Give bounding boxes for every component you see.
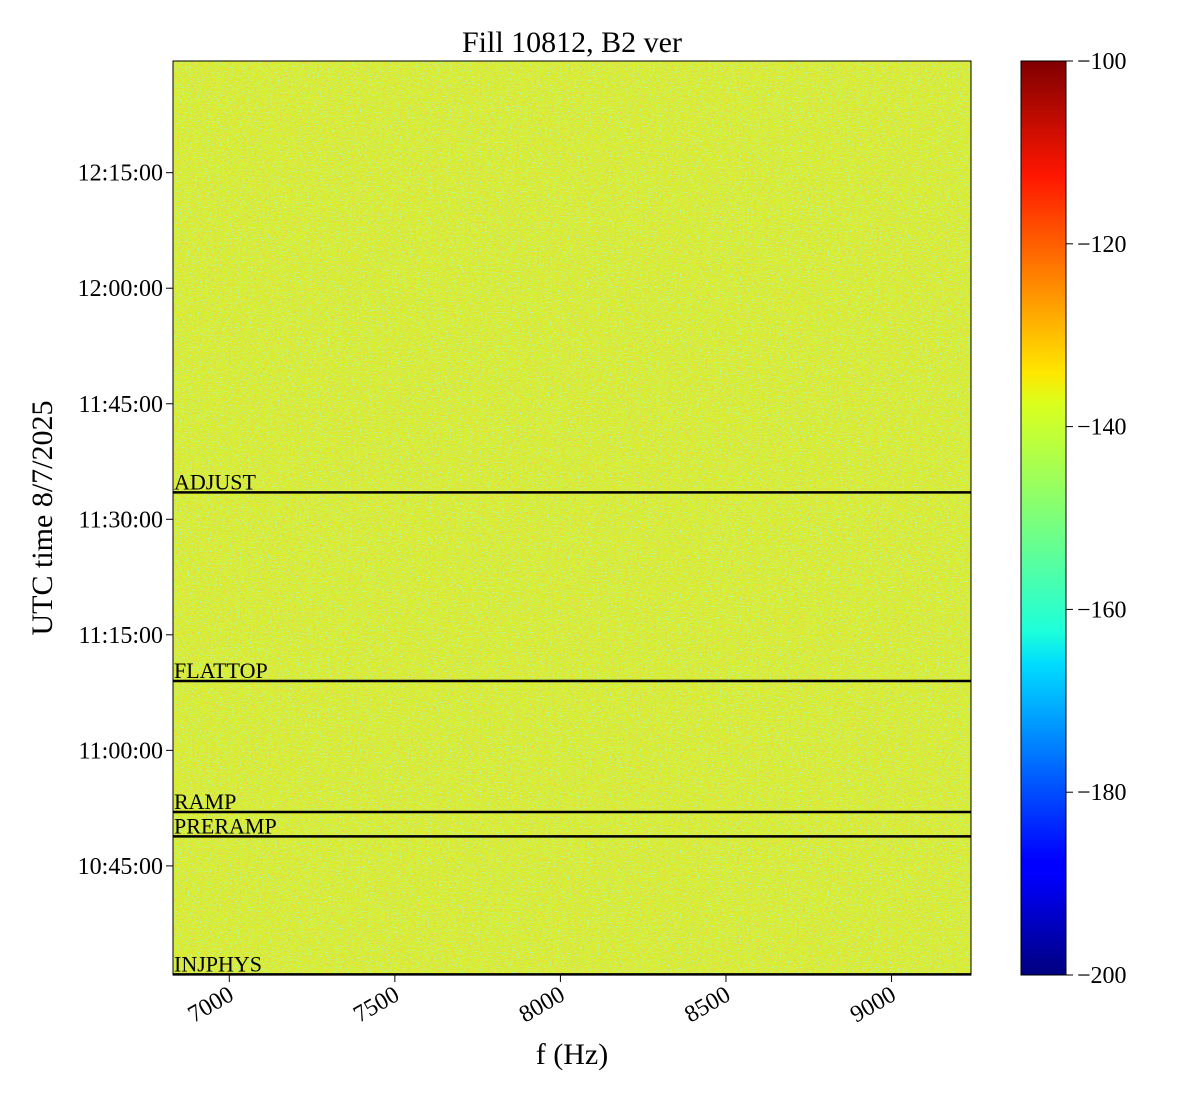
colorbar-tick-label: −120 (1077, 232, 1127, 258)
event-label: RAMP (174, 789, 236, 814)
spectrogram-texture (173, 61, 971, 975)
colorbar-tick-label: −160 (1077, 597, 1127, 623)
y-axis-label: UTC time 8/7/2025 (26, 401, 59, 636)
x-tick-label: 8000 (515, 982, 570, 1029)
x-tick-label: 9000 (846, 982, 901, 1029)
chart-title: Fill 10812, B2 ver (462, 26, 682, 59)
y-tick-label: 12:15:00 (78, 161, 163, 187)
colorbar (1020, 60, 1067, 976)
colorbar-tick-label: −180 (1077, 780, 1127, 806)
event-label: ADJUST (174, 469, 256, 494)
y-tick-label: 11:45:00 (79, 392, 163, 418)
y-tick-label: 11:15:00 (79, 623, 163, 649)
y-tick-label: 10:45:00 (78, 854, 163, 880)
y-tick-label: 12:00:00 (78, 276, 163, 302)
colorbar-tick-label: −200 (1077, 963, 1127, 989)
colorbar-tick-label: −100 (1077, 49, 1127, 75)
event-label: PRERAMP (174, 813, 277, 838)
colorbar-tick-label: −140 (1077, 415, 1127, 441)
x-tick-label: 7000 (184, 982, 239, 1029)
y-tick-label: 11:30:00 (79, 507, 163, 533)
y-tick-label: 11:00:00 (79, 738, 163, 764)
x-tick-label: 8500 (680, 982, 735, 1029)
x-tick-label: 7500 (349, 982, 404, 1029)
x-axis-label: f (Hz) (536, 1038, 608, 1071)
event-label: INJPHYS (174, 951, 262, 976)
event-label: FLATTOP (174, 658, 268, 683)
spectrogram (173, 61, 971, 975)
